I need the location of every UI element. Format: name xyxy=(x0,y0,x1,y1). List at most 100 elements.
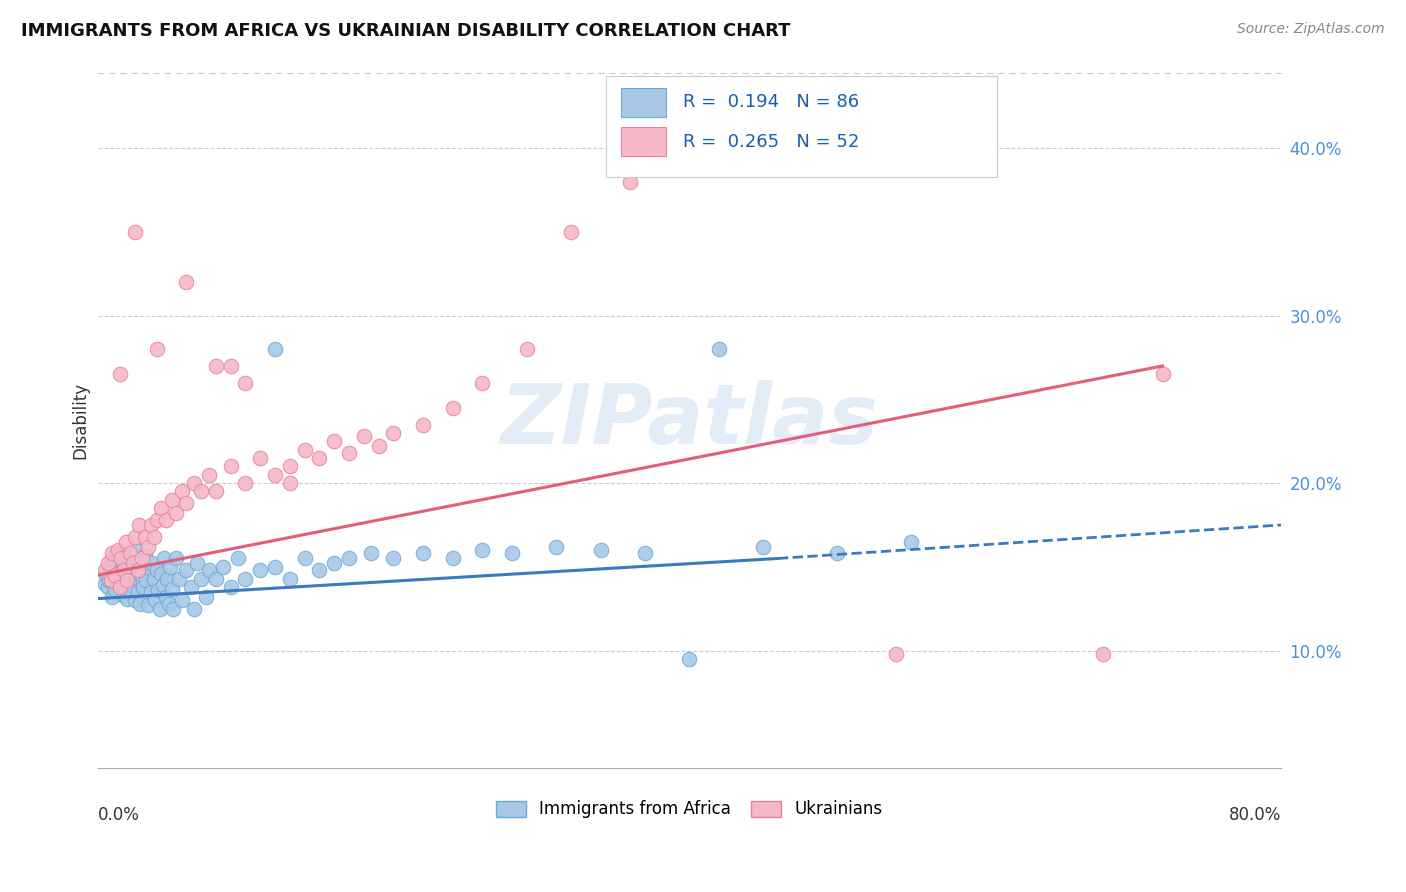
Point xyxy=(235,376,257,390)
Point xyxy=(131,551,153,566)
Point xyxy=(249,450,271,465)
Point xyxy=(707,342,730,356)
Point xyxy=(100,573,122,587)
Point xyxy=(150,501,173,516)
Point xyxy=(96,568,118,582)
Point xyxy=(278,476,301,491)
FancyBboxPatch shape xyxy=(620,128,665,156)
Point xyxy=(441,401,464,415)
Text: Source: ZipAtlas.com: Source: ZipAtlas.com xyxy=(1237,22,1385,37)
Point xyxy=(235,572,257,586)
Point xyxy=(122,557,145,571)
Legend: Immigrants from Africa, Ukrainians: Immigrants from Africa, Ukrainians xyxy=(496,800,883,819)
Point xyxy=(183,601,205,615)
Point xyxy=(337,446,360,460)
Point xyxy=(165,506,187,520)
FancyBboxPatch shape xyxy=(620,87,665,117)
Point xyxy=(205,572,228,586)
Point xyxy=(108,368,131,382)
Point xyxy=(124,530,146,544)
Text: ZIPatlas: ZIPatlas xyxy=(501,380,879,461)
Point xyxy=(105,557,128,571)
Point xyxy=(125,543,148,558)
Point xyxy=(108,580,131,594)
Point xyxy=(112,563,135,577)
Point xyxy=(142,530,165,544)
Point xyxy=(145,342,167,356)
Point xyxy=(110,551,132,566)
Point xyxy=(132,580,155,594)
Point xyxy=(115,591,138,606)
Point xyxy=(117,574,139,589)
Point xyxy=(219,580,242,594)
Point xyxy=(121,555,143,569)
Point xyxy=(104,582,127,596)
Point xyxy=(264,559,287,574)
Point xyxy=(101,563,124,577)
Point xyxy=(124,593,146,607)
Point xyxy=(127,585,149,599)
Point xyxy=(114,570,136,584)
Point xyxy=(162,601,184,615)
Point xyxy=(278,572,301,586)
Point xyxy=(122,565,145,579)
Point xyxy=(94,576,117,591)
Point xyxy=(157,597,180,611)
Point xyxy=(150,566,173,581)
Point xyxy=(308,450,330,465)
Point xyxy=(412,417,434,432)
Point xyxy=(180,580,202,594)
Point xyxy=(104,568,127,582)
Point xyxy=(145,563,167,577)
Point xyxy=(136,540,159,554)
Point xyxy=(107,543,129,558)
Point xyxy=(197,467,219,482)
Point xyxy=(145,513,167,527)
Point xyxy=(501,546,523,560)
Point xyxy=(360,546,382,560)
Point xyxy=(170,484,193,499)
Point xyxy=(294,551,316,566)
Point xyxy=(165,551,187,566)
Point xyxy=(153,551,176,566)
Point xyxy=(205,484,228,499)
Point xyxy=(1152,368,1174,382)
Text: R =  0.265   N = 52: R = 0.265 N = 52 xyxy=(683,133,859,151)
Point xyxy=(1092,647,1115,661)
Point xyxy=(129,597,152,611)
Point xyxy=(97,580,120,594)
Point xyxy=(634,546,657,560)
Point xyxy=(323,557,346,571)
Point xyxy=(152,578,174,592)
Point xyxy=(141,557,163,571)
Point xyxy=(103,572,125,586)
Point xyxy=(98,573,121,587)
Point xyxy=(264,342,287,356)
Point xyxy=(170,593,193,607)
Point xyxy=(471,543,494,558)
Point xyxy=(110,546,132,560)
Point xyxy=(264,467,287,482)
Point xyxy=(128,518,150,533)
Point xyxy=(100,559,122,574)
Point xyxy=(94,563,117,577)
Point xyxy=(176,275,198,289)
Point xyxy=(197,563,219,577)
Point xyxy=(149,601,172,615)
Point xyxy=(120,583,142,598)
Point xyxy=(114,534,136,549)
Point xyxy=(249,563,271,577)
Point xyxy=(441,551,464,566)
FancyBboxPatch shape xyxy=(606,77,997,178)
Point xyxy=(294,442,316,457)
Point xyxy=(108,578,131,592)
Point xyxy=(412,546,434,560)
Y-axis label: Disability: Disability xyxy=(72,382,89,458)
Point xyxy=(186,557,208,571)
Text: 80.0%: 80.0% xyxy=(1229,805,1281,824)
Point xyxy=(278,459,301,474)
Point xyxy=(139,585,162,599)
Point xyxy=(308,563,330,577)
Point xyxy=(120,546,142,560)
Point xyxy=(619,175,641,189)
